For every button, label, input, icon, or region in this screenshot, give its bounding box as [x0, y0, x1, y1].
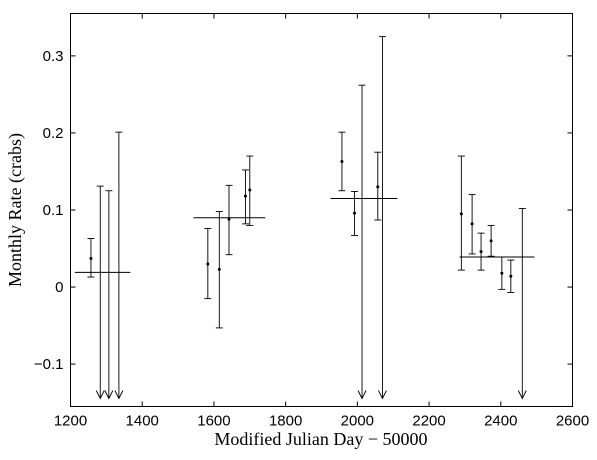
y-tick-label: 0.2 [43, 125, 64, 142]
x-tick-label: 1200 [54, 413, 87, 430]
data-point [509, 274, 513, 278]
tick-labels: 1200 1400 1600 1800 2000 2200 2400 2600 −0.1 0 0.1… [34, 48, 589, 430]
data-point [352, 211, 356, 215]
data-point [227, 217, 231, 221]
data-point [459, 212, 463, 216]
plot-frame [70, 13, 573, 407]
y-tick-label: 0.1 [43, 202, 64, 219]
down-arrow-icon [357, 390, 367, 400]
data-point [500, 271, 504, 275]
y-axis-label: Monthly Rate (crabs) [5, 133, 26, 287]
data-point [217, 267, 221, 271]
x-tick-label: 2600 [556, 413, 589, 430]
y-tick-label: 0 [55, 279, 63, 296]
data-point [340, 159, 344, 163]
data-point [248, 188, 252, 192]
data-point [470, 222, 474, 226]
data-point [243, 194, 247, 198]
x-tick-label: 1800 [269, 413, 302, 430]
x-tick-label: 2200 [412, 413, 445, 430]
axis-ticks [70, 13, 573, 407]
data-point [489, 239, 493, 243]
down-arrow-icon [517, 390, 527, 400]
x-tick-label: 2400 [484, 413, 517, 430]
data-point [376, 185, 380, 189]
y-tick-label: −0.1 [34, 356, 64, 373]
x-tick-label: 1600 [197, 413, 230, 430]
x-tick-label: 2000 [341, 413, 374, 430]
data-marks [74, 36, 535, 400]
down-arrow-icon [104, 390, 114, 400]
down-arrow-icon [95, 390, 105, 400]
y-tick-label: 0.3 [43, 48, 64, 65]
data-point [206, 262, 210, 266]
data-point [89, 257, 93, 261]
data-point [479, 250, 483, 254]
x-axis-label: Modified Julian Day − 50000 [214, 429, 427, 449]
down-arrow-icon [114, 390, 124, 400]
down-arrow-icon [378, 390, 387, 400]
x-tick-label: 1400 [126, 413, 159, 430]
